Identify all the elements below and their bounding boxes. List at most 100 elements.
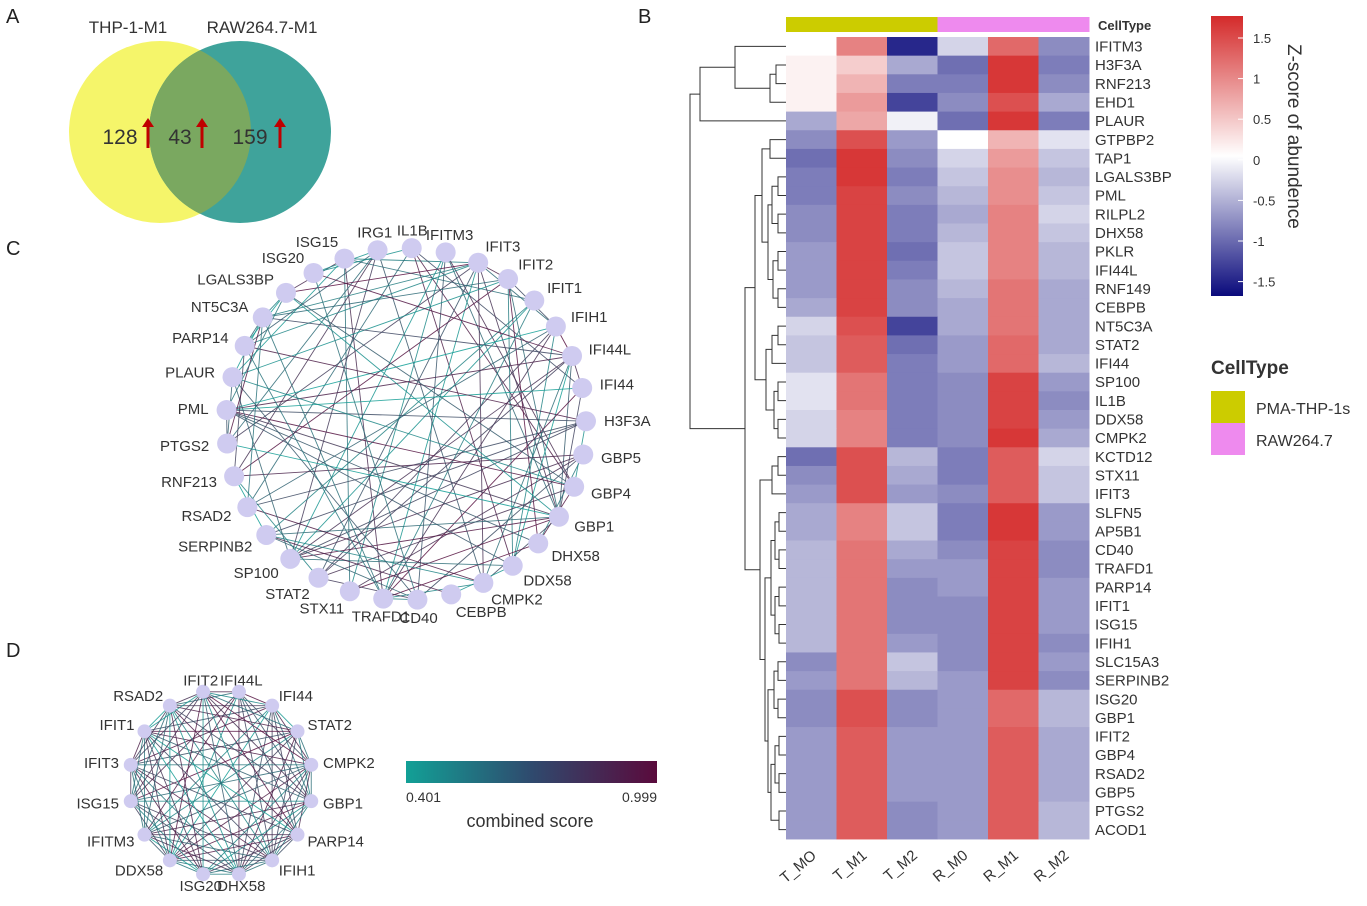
heatmap-cell (786, 745, 837, 765)
heatmap-cell (786, 372, 837, 392)
heatmap-cell (1038, 559, 1090, 579)
network-node (231, 867, 246, 882)
network-node-label: RSAD2 (113, 688, 163, 705)
network-edge (297, 764, 312, 835)
network-node-label: PML (178, 401, 209, 418)
panel-label-a: A (6, 6, 20, 28)
heatmap-cell (988, 801, 1039, 821)
network-edge (169, 691, 240, 861)
network-node-label: IFIT2 (183, 672, 218, 689)
network-node (290, 724, 305, 739)
heatmap-cell (937, 689, 989, 709)
heatmap-row-label: IFIT3 (1095, 486, 1130, 503)
heatmap-cell (836, 727, 888, 747)
heatmap-cell (937, 372, 989, 392)
network-edge (169, 705, 312, 802)
network-edge (233, 345, 246, 477)
dendrogram-branch (754, 195, 766, 381)
heatmap-cell (1038, 298, 1090, 318)
heatmap-row-label: CD40 (1095, 542, 1133, 559)
heatmap-row-label: CMPK2 (1095, 430, 1147, 447)
heatmap-cell (786, 410, 837, 430)
heatmap-cell (887, 521, 938, 542)
network-edge (313, 272, 573, 357)
heatmap-cell (887, 559, 938, 579)
annotation-cell (1038, 17, 1090, 32)
network-node (304, 757, 319, 772)
heatmap-cell (887, 37, 938, 57)
heatmap-cell (1038, 484, 1090, 504)
annotation-cell (887, 17, 938, 32)
network-edge (130, 691, 204, 766)
heatmap-cell (1038, 540, 1090, 560)
heatmap-cell (786, 391, 837, 411)
network-node (407, 589, 428, 610)
heatmap-row-label: NT5C3A (1095, 318, 1153, 335)
network-edge (318, 486, 575, 579)
network-node-label: ISG20 (179, 878, 222, 895)
heatmap-cell (988, 764, 1039, 784)
network-node-label: IFIT3 (84, 755, 119, 772)
heatmap-column-labels: T_MO T_M1 T_M2 R_M0 R_M1 R_M2 (777, 847, 1072, 887)
network-edge (226, 387, 583, 411)
heatmap-cell (887, 279, 938, 299)
network-node-label: DDX58 (523, 572, 571, 589)
heatmap-cell (1038, 204, 1090, 224)
heatmap-cell (887, 447, 938, 467)
panel-label-b: B (638, 6, 652, 28)
dendrogram-branch (778, 773, 786, 793)
celltype-legend: CellType PMA-THP-1s RAW264.7 (1211, 358, 1350, 455)
network-node (162, 853, 177, 868)
heatmap-cell (988, 391, 1039, 411)
heatmap-row-label: SLC15A3 (1095, 654, 1159, 671)
heatmap-column-label: R_M0 (930, 847, 972, 886)
heatmap-cell (836, 447, 888, 467)
network-node (222, 367, 243, 388)
network-node-label: PARP14 (307, 834, 363, 851)
heatmap-cell (988, 503, 1039, 523)
heatmap-cell (786, 764, 837, 784)
network-edge (226, 262, 479, 444)
heatmap-cell (1038, 316, 1090, 336)
heatmap-column-label: R_M1 (980, 847, 1022, 886)
dendrogram-branch (778, 735, 786, 756)
network-node (575, 411, 596, 432)
network-node-label: STAT2 (265, 586, 309, 603)
network-node (308, 567, 329, 588)
network-edge (130, 800, 171, 861)
network-node-label: IFI44 (600, 377, 634, 394)
heatmap-cell (836, 596, 888, 616)
heatmap-cell (786, 279, 837, 299)
heatmap-row-label: H3F3A (1095, 57, 1142, 74)
heatmap-cell (786, 74, 837, 94)
heatmap-cell (786, 55, 837, 75)
network-node-label: PTGS2 (160, 438, 209, 455)
heatmap-row-label: RILPL2 (1095, 206, 1145, 223)
dendrogram-branch (765, 348, 774, 411)
heatmap-cell (786, 727, 837, 747)
network-edge (262, 316, 573, 357)
heatmap-cell (836, 577, 888, 597)
annotation-cell (786, 17, 837, 32)
heatmap-row-label: EHD1 (1095, 94, 1135, 111)
heatmap-cell (937, 167, 989, 187)
heatmap-cell (887, 316, 938, 336)
heatmap-cell (988, 447, 1039, 467)
heatmap-cell (887, 764, 938, 784)
heatmap-cell (836, 55, 888, 75)
network-node (303, 262, 324, 283)
heatmap-row-label: ACOD1 (1095, 822, 1147, 839)
network-node (265, 853, 280, 868)
dendrogram-branch (761, 148, 770, 243)
heatmap-annotation-bar (786, 17, 1090, 32)
network-node (256, 524, 277, 545)
network-edge (477, 262, 560, 517)
heatmap-cell (786, 503, 837, 523)
heatmap-cell (937, 652, 989, 672)
network-edge (238, 800, 312, 875)
heatmap-cell (836, 391, 888, 411)
network-edge (226, 409, 513, 567)
heatmap-cell (988, 260, 1039, 280)
